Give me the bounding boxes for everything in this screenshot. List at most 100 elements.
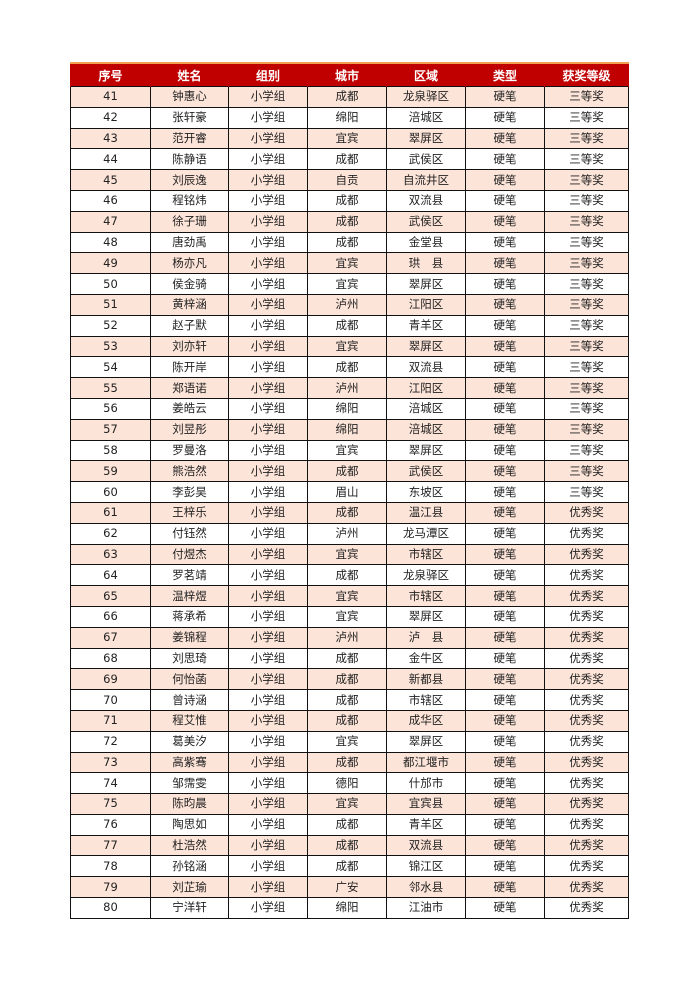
cell-index: 78	[70, 855, 151, 878]
cell-index: 55	[70, 377, 151, 399]
cell-name: 杨亦凡	[150, 252, 229, 275]
cell-name: 高紫骞	[150, 751, 229, 774]
cell-type: 硬笔	[465, 273, 545, 295]
cell-index: 52	[70, 314, 151, 337]
cell-award: 三等奖	[544, 335, 629, 358]
cell-group: 小学组	[228, 626, 308, 649]
header-name: 姓名	[150, 63, 229, 87]
cell-group: 小学组	[228, 273, 308, 295]
cell-district: 涪城区	[386, 106, 466, 129]
cell-district: 翠屏区	[386, 273, 466, 295]
cell-index: 44	[70, 148, 151, 171]
cell-district: 金堂县	[386, 231, 466, 254]
cell-type: 硬笔	[465, 793, 545, 815]
cell-type: 硬笔	[465, 813, 545, 836]
cell-district: 涪城区	[386, 397, 466, 420]
cell-index: 41	[70, 86, 151, 108]
cell-award: 三等奖	[544, 273, 629, 295]
cell-group: 小学组	[228, 293, 308, 316]
cell-district: 翠屏区	[386, 605, 466, 628]
cell-award: 优秀奖	[544, 813, 629, 836]
cell-type: 硬笔	[465, 106, 545, 129]
cell-district: 锦江区	[386, 855, 466, 878]
cell-name: 刘辰逸	[150, 169, 229, 191]
cell-group: 小学组	[228, 585, 308, 607]
cell-name: 孙铭涵	[150, 855, 229, 878]
cell-index: 72	[70, 730, 151, 753]
cell-index: 46	[70, 189, 151, 212]
cell-group: 小学组	[228, 793, 308, 815]
cell-city: 成都	[307, 668, 387, 691]
cell-city: 成都	[307, 564, 387, 587]
cell-name: 温梓煜	[150, 585, 229, 607]
cell-index: 59	[70, 460, 151, 483]
cell-index: 80	[70, 897, 151, 919]
cell-index: 43	[70, 127, 151, 150]
cell-name: 蒋承希	[150, 605, 229, 628]
awards-table: 序号 姓名 组别 城市 区域 类型 获奖等级 41 钟惠心 小学组 成都 龙泉驿区 硬笔三…	[70, 62, 629, 919]
cell-index: 64	[70, 564, 151, 587]
cell-group: 小学组	[228, 169, 308, 191]
cell-type: 硬笔	[465, 397, 545, 420]
cell-city: 自贡	[307, 169, 387, 191]
table-row: 64 罗茗靖 小学组 成都 龙泉驿区 硬笔 优秀奖	[70, 564, 629, 587]
cell-type: 硬笔	[465, 189, 545, 212]
cell-award: 三等奖	[544, 148, 629, 171]
cell-type: 硬笔	[465, 314, 545, 337]
table-row: 44 陈静语 小学组 成都 武侯区 硬笔 三等奖	[70, 148, 629, 171]
cell-type: 硬笔	[465, 439, 545, 462]
cell-city: 成都	[307, 647, 387, 670]
cell-city: 成都	[307, 751, 387, 774]
cell-award: 优秀奖	[544, 522, 629, 545]
cell-group: 小学组	[228, 252, 308, 275]
cell-index: 71	[70, 709, 151, 732]
table-row: 69 何怡菡 小学组 成都 新都县 硬笔 优秀奖	[70, 668, 629, 691]
cell-award: 优秀奖	[544, 730, 629, 753]
table-row: 80 宁洋轩 小学组 绵阳 江油市 硬笔 优秀奖	[70, 897, 629, 919]
cell-district: 市辖区	[386, 543, 466, 566]
cell-award: 优秀奖	[544, 668, 629, 691]
cell-name: 罗曼洛	[150, 439, 229, 462]
cell-city: 宜宾	[307, 730, 387, 753]
cell-city: 宜宾	[307, 605, 387, 628]
cell-type: 硬笔	[465, 543, 545, 566]
cell-district: 武侯区	[386, 210, 466, 233]
cell-type: 硬笔	[465, 564, 545, 587]
cell-type: 硬笔	[465, 501, 545, 524]
cell-district: 市辖区	[386, 585, 466, 607]
cell-type: 硬笔	[465, 522, 545, 545]
table-row: 78 孙铭涵 小学组 成都 锦江区 硬笔 优秀奖	[70, 855, 629, 878]
table-row: 70 曾诗涵 小学组 成都 市辖区 硬笔 优秀奖	[70, 689, 629, 711]
cell-award: 三等奖	[544, 169, 629, 191]
cell-group: 小学组	[228, 709, 308, 732]
cell-district: 都江堰市	[386, 751, 466, 774]
cell-district: 武侯区	[386, 148, 466, 171]
cell-index: 73	[70, 751, 151, 774]
table-row: 63 付煜杰 小学组 宜宾 市辖区 硬笔 优秀奖	[70, 543, 629, 566]
cell-award: 三等奖	[544, 439, 629, 462]
cell-type: 硬笔	[465, 668, 545, 691]
cell-index: 63	[70, 543, 151, 566]
cell-city: 宜宾	[307, 252, 387, 275]
cell-group: 小学组	[228, 855, 308, 878]
table-row: 45 刘辰逸 小学组 自贡 自流井区 硬笔 三等奖	[70, 169, 629, 191]
cell-group: 小学组	[228, 605, 308, 628]
header-district: 区域	[386, 63, 466, 87]
cell-award: 优秀奖	[544, 709, 629, 732]
cell-district: 翠屏区	[386, 730, 466, 753]
cell-index: 79	[70, 876, 151, 899]
cell-award: 优秀奖	[544, 626, 629, 649]
cell-district: 珙 县	[386, 252, 466, 275]
cell-type: 硬笔	[465, 335, 545, 358]
cell-city: 成都	[307, 314, 387, 337]
cell-type: 硬笔	[465, 647, 545, 670]
table-row: 46 程铭炜 小学组 成都 双流县 硬笔 三等奖	[70, 189, 629, 212]
cell-name: 徐子珊	[150, 210, 229, 233]
cell-name: 程艾惟	[150, 709, 229, 732]
cell-type: 硬笔	[465, 169, 545, 191]
cell-index: 47	[70, 210, 151, 233]
cell-type: 硬笔	[465, 605, 545, 628]
cell-district: 新都县	[386, 668, 466, 691]
cell-district: 龙泉驿区	[386, 564, 466, 587]
cell-type: 硬笔	[465, 585, 545, 607]
